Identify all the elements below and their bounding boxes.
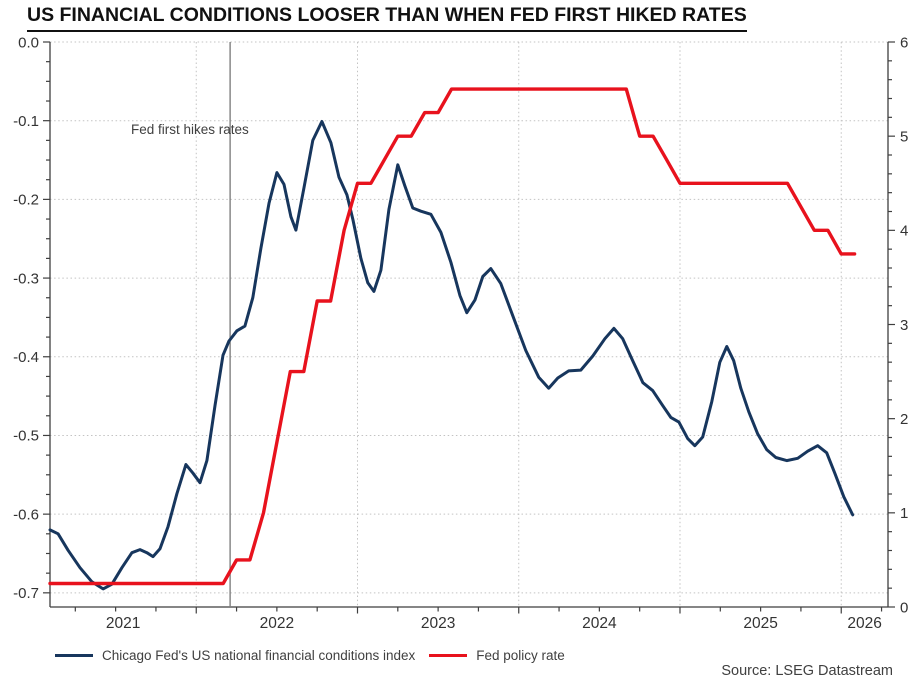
svg-text:2023: 2023 [421, 615, 455, 632]
legend-label-fed-rate: Fed policy rate [476, 648, 565, 663]
svg-text:2021: 2021 [106, 615, 140, 632]
gridlines [50, 41, 888, 607]
svg-text:-0.5: -0.5 [13, 428, 39, 445]
svg-text:-0.7: -0.7 [13, 585, 39, 602]
series-line-nfci [48, 120, 855, 591]
fed-rate-line-swatch [429, 654, 468, 657]
svg-text:0: 0 [900, 599, 908, 616]
svg-text:-0.6: -0.6 [13, 506, 39, 523]
svg-text:0.0: 0.0 [18, 34, 39, 51]
fed-first-hike-label: Fed first hikes rates [131, 122, 249, 137]
svg-text:2024: 2024 [582, 615, 617, 632]
svg-text:4: 4 [900, 223, 908, 240]
svg-text:-0.2: -0.2 [13, 192, 39, 209]
legend: Chicago Fed's US national financial cond… [55, 648, 565, 663]
legend-item-nfci: Chicago Fed's US national financial cond… [55, 648, 415, 663]
svg-text:1: 1 [900, 505, 908, 522]
svg-text:2025: 2025 [743, 615, 777, 632]
source-credit: Source: LSEG Datastream [721, 663, 893, 679]
y-right-axis: 0 1 2 3 4 5 6 [888, 34, 908, 616]
nfci-line-swatch [55, 654, 93, 657]
legend-item-fed-rate: Fed policy rate [429, 648, 565, 663]
x-axis: 2021 2022 2023 2024 2025 2026 [74, 607, 883, 632]
y-left-axis: 0.0 -0.1 -0.2 -0.3 -0.4 -0.5 -0.6 -0.7 [13, 34, 50, 602]
svg-text:5: 5 [900, 128, 908, 145]
svg-text:6: 6 [900, 34, 908, 51]
svg-text:2026: 2026 [847, 615, 881, 632]
svg-text:-0.4: -0.4 [13, 349, 39, 366]
series-line-fed-policy-rate [48, 87, 857, 586]
svg-text:2: 2 [900, 411, 908, 428]
svg-text:3: 3 [900, 317, 908, 334]
chart-title: US FINANCIAL CONDITIONS LOOSER THAN WHEN… [27, 4, 747, 32]
svg-text:2022: 2022 [260, 615, 294, 632]
svg-text:-0.3: -0.3 [13, 270, 39, 287]
legend-label-nfci: Chicago Fed's US national financial cond… [102, 648, 416, 663]
fed-first-hike-annotation: Fed first hikes rates [131, 42, 249, 607]
svg-text:-0.1: -0.1 [13, 113, 39, 130]
